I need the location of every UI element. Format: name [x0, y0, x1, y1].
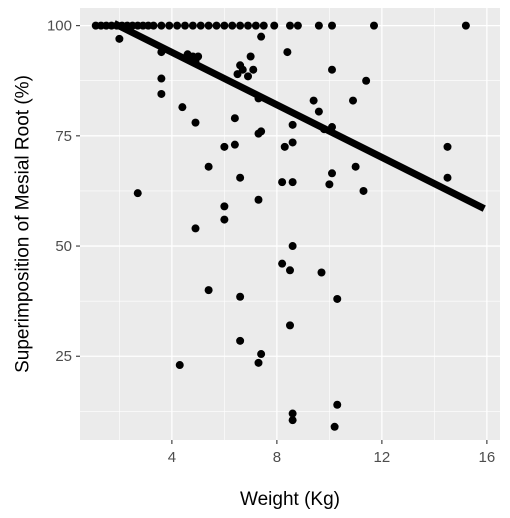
data-point	[293, 21, 302, 30]
data-point	[220, 215, 229, 224]
data-point	[149, 21, 158, 30]
data-point	[359, 186, 368, 195]
data-point	[238, 65, 247, 74]
data-point	[309, 96, 318, 105]
data-point	[236, 292, 245, 301]
data-point	[157, 74, 166, 83]
data-point	[204, 162, 213, 171]
data-point	[115, 34, 124, 43]
y-axis-ticks: 25 50 75 100	[47, 18, 80, 365]
data-point	[233, 70, 242, 79]
data-point	[333, 294, 342, 303]
data-point	[220, 202, 229, 211]
data-point	[288, 416, 297, 425]
data-point	[251, 21, 260, 30]
y-tick-label: 25	[55, 348, 72, 365]
data-point	[191, 118, 200, 127]
data-point	[249, 65, 258, 74]
data-point	[259, 21, 268, 30]
data-point	[220, 21, 229, 30]
data-point	[333, 400, 342, 409]
data-point	[204, 286, 213, 295]
data-point	[443, 142, 452, 151]
data-point	[165, 21, 174, 30]
data-point	[246, 52, 255, 61]
data-point	[236, 21, 245, 30]
data-point	[325, 180, 334, 189]
data-point	[191, 224, 200, 233]
data-point	[370, 21, 378, 30]
data-point	[328, 21, 336, 30]
data-point	[288, 242, 297, 251]
data-point	[330, 422, 339, 431]
data-point	[212, 21, 221, 30]
x-axis-ticks: 4 8 12 16	[168, 440, 496, 466]
y-tick-label: 75	[55, 128, 72, 145]
data-point	[257, 127, 266, 136]
data-point	[286, 321, 294, 330]
data-point	[286, 21, 294, 30]
y-tick-label: 100	[47, 18, 72, 35]
x-tick-label: 12	[374, 449, 391, 466]
data-point	[257, 32, 266, 41]
data-point	[230, 140, 239, 149]
data-point	[204, 21, 213, 30]
data-point	[362, 76, 371, 85]
data-point	[178, 103, 187, 112]
data-point	[349, 96, 357, 105]
data-point	[175, 361, 184, 370]
data-point	[314, 21, 323, 30]
data-point	[288, 178, 297, 187]
data-point	[173, 21, 182, 30]
data-point	[278, 178, 287, 187]
data-point	[270, 21, 279, 30]
data-point	[181, 21, 189, 30]
data-point	[228, 21, 237, 30]
data-point	[254, 358, 263, 367]
x-tick-label: 8	[273, 449, 281, 466]
data-point	[280, 142, 289, 151]
data-point	[157, 21, 166, 30]
data-point	[314, 107, 323, 116]
data-point	[254, 195, 263, 204]
data-point	[443, 173, 452, 182]
data-point	[328, 169, 336, 178]
data-point	[157, 89, 166, 98]
data-point	[278, 259, 287, 268]
data-point	[351, 162, 360, 171]
data-point	[286, 266, 294, 275]
data-point	[236, 336, 245, 345]
data-point	[283, 48, 292, 57]
data-point	[328, 65, 336, 74]
data-point	[244, 21, 252, 30]
data-point	[230, 114, 239, 123]
data-point	[288, 138, 297, 147]
y-axis-title: Superimposition of Mesial Root (%)	[13, 75, 34, 373]
data-point	[236, 173, 245, 182]
data-point	[188, 21, 197, 30]
panel-background	[80, 8, 500, 440]
data-point	[244, 72, 252, 81]
data-point	[317, 268, 326, 277]
x-tick-label: 16	[479, 449, 496, 466]
data-point	[288, 120, 297, 129]
data-point	[257, 350, 266, 359]
data-point	[196, 21, 205, 30]
x-tick-label: 4	[168, 449, 176, 466]
trend-line	[112, 20, 486, 212]
data-point	[288, 409, 297, 418]
data-point	[461, 21, 470, 30]
data-point	[220, 142, 229, 151]
x-axis-title: Weight (Kg)	[240, 489, 340, 510]
data-point	[133, 189, 142, 198]
y-tick-label: 50	[55, 238, 72, 255]
